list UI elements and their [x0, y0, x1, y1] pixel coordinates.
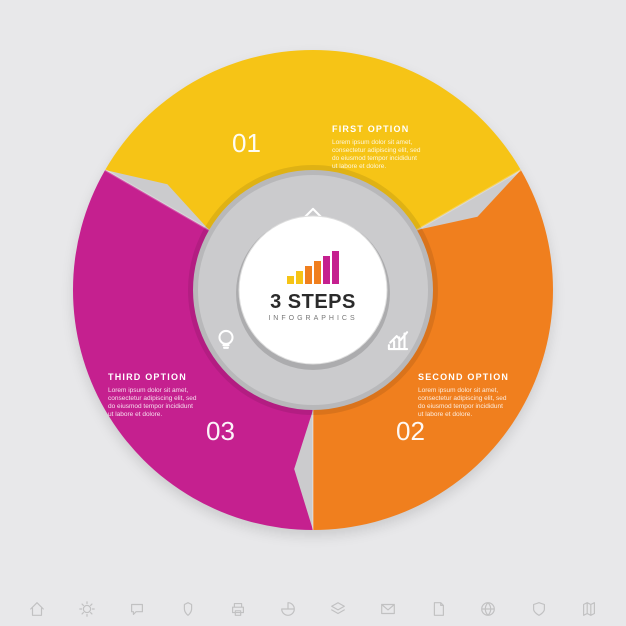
bubble-icon — [128, 600, 146, 618]
segment-3-title: THIRD OPTION — [108, 372, 187, 382]
gear-icon — [78, 600, 96, 618]
segment-2-body: ut labore et dolore. — [418, 411, 472, 418]
segment-1-body: Lorem ipsum dolor sit amet, — [332, 139, 412, 146]
hub-bar — [314, 261, 321, 284]
segment-2-number: 02 — [396, 416, 425, 446]
segment-1-title: FIRST OPTION — [332, 124, 409, 134]
segment-2-body: do eiusmod tempor incididunt — [418, 403, 503, 410]
hub-bar — [296, 271, 303, 284]
hub-bar — [287, 276, 294, 284]
badge-icon — [179, 600, 197, 618]
pie-icon — [279, 600, 297, 618]
hub-bar — [323, 256, 330, 284]
printer-icon — [229, 600, 247, 618]
segment-3-body: ut labore et dolore. — [108, 411, 162, 418]
hub-bar — [332, 251, 339, 284]
footer-icon-strip — [0, 592, 626, 626]
segment-3-body: consectetur adipiscing elit, sed — [108, 395, 197, 402]
segment-1-body: do eiusmod tempor incididunt — [332, 155, 417, 162]
hub-title: 3 STEPS — [270, 291, 356, 313]
map-icon — [580, 600, 598, 618]
email-icon — [379, 600, 397, 618]
home-icon — [28, 600, 46, 618]
doc-icon — [429, 600, 447, 618]
segment-1-number: 01 — [232, 128, 261, 158]
hub-subtitle: INFOGRAPHICS — [268, 315, 357, 322]
cycle-chart: 01 FIRST OPTION Lorem ipsum dolor sit amet… — [0, 0, 626, 626]
hub-bar — [305, 266, 312, 284]
segment-2-body: Lorem ipsum dolor sit amet, — [418, 387, 498, 394]
layers-icon — [329, 600, 347, 618]
segment-1-body: consectetur adipiscing elit, sed — [332, 147, 421, 154]
segment-3-number: 03 — [206, 416, 235, 446]
segment-3-body: Lorem ipsum dolor sit amet, — [108, 387, 188, 394]
infographic-stage: { "chart": { "type": "cycle-pie", "cx": … — [0, 0, 626, 626]
segment-2-body: consectetur adipiscing elit, sed — [418, 395, 507, 402]
segment-3-body: do eiusmod tempor incididunt — [108, 403, 193, 410]
segment-2-title: SECOND OPTION — [418, 372, 509, 382]
segment-1-body: ut labore et dolore. — [332, 163, 386, 170]
shield-icon — [530, 600, 548, 618]
hub — [239, 216, 387, 364]
globe-icon — [479, 600, 497, 618]
